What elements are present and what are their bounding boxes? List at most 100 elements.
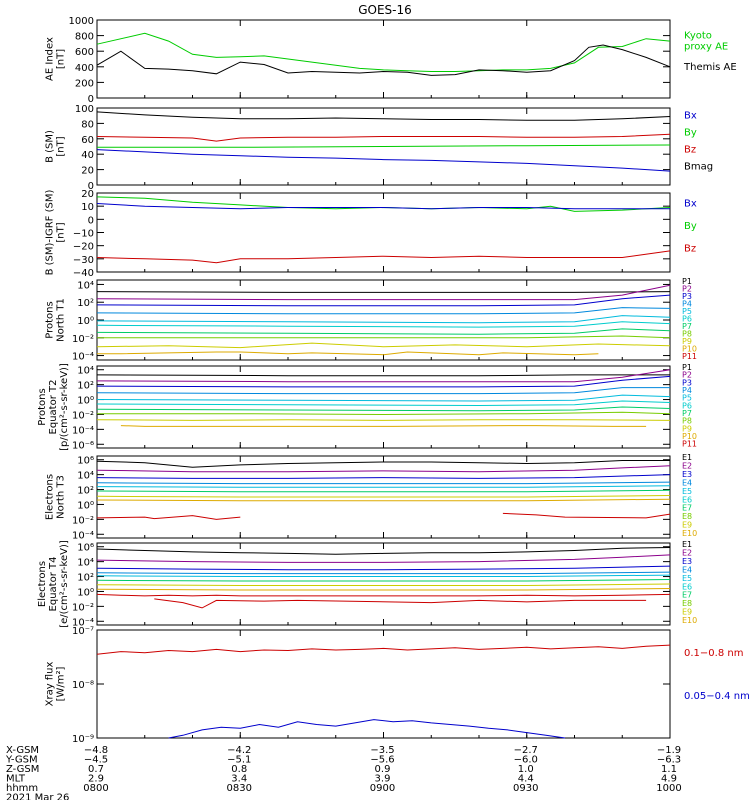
channel-label: E2 [682,548,692,557]
y-tick-label: 80 [81,119,94,130]
series-p3 [96,375,671,388]
channel-label: P2 [682,371,692,380]
channel-label: E7 [682,504,692,513]
channel-label: E6 [682,495,692,504]
legend-label: 0.05−0.4 nm [684,691,750,702]
y-axis-label: [W/m²] [56,666,67,701]
series-e6 [96,579,671,582]
channel-label: E10 [682,616,697,625]
y-tick-label: −40 [73,268,94,279]
y-tick-label: 10⁶ [77,543,94,554]
series-p2 [96,284,671,301]
series-e1 [96,547,671,555]
series-p1 [96,291,671,293]
ephemeris-value: 0.9 [375,764,391,775]
y-axis-label: Equator T2 [48,380,59,435]
ephemeris-value: 0.7 [88,764,104,775]
series-e7 [96,495,671,498]
channel-label: P6 [682,314,692,323]
panel-frame [96,542,671,626]
channel-label: P3 [682,378,692,387]
ephemeris-row-label: hhmm [6,783,38,794]
y-tick-label: 10² [77,298,94,309]
ephemeris-row-label: X-GSM [6,745,39,756]
channel-label: P10 [682,432,697,441]
channel-label: P4 [682,386,692,395]
panel-p2: 10⁻⁶ 10⁻⁴ 10⁻² 10⁰ 10² 10⁴ Protons Equator T2 [p… [37,363,697,451]
legend-label: Bx [684,199,697,210]
series-e2 [96,554,671,563]
y-axis-label: AE Index [45,37,56,81]
legend-label: Bz [684,144,696,155]
channel-label: P9 [682,424,692,433]
y-tick-label: 10⁶ [77,456,94,467]
series-bmag [96,111,671,121]
ephemeris-row-label: MLT [6,774,26,785]
channel-label: E6 [682,582,692,591]
ephemeris-value: 4.9 [661,774,677,785]
series-e8 [96,588,671,591]
ephemeris-value: 0930 [513,783,538,794]
series-e4 [96,481,671,485]
channel-label: E9 [682,521,692,530]
y-tick-label: 10⁻² [72,334,94,345]
series-kyoto-proxy-ae [96,32,671,72]
channel-label: P10 [682,344,697,353]
series-p5 [96,315,671,324]
channel-label: E4 [682,478,692,487]
y-tick-label: 10⁴ [77,471,94,482]
y-tick-label: 10⁻² [72,602,94,613]
channel-label: P11 [682,352,697,361]
y-axis-label: [nT] [56,136,67,156]
y-tick-label: 10⁴ [77,558,94,569]
y-tick-label: 60 [81,135,94,146]
channel-label: P1 [682,363,692,372]
ephemeris-value: 0.8 [231,764,247,775]
ephemeris-value: −4.8 [84,745,108,756]
y-axis-label: North T3 [56,475,67,519]
y-tick-label: 10⁻⁸ [72,680,94,691]
y-tick-label: 200 [75,78,94,89]
series-p8 [97,335,671,339]
series-e10 [154,598,647,609]
y-tick-label: 0 [88,94,94,105]
y-axis-label: [e/(cm²-s-sr-keV)] [59,540,70,628]
y-tick-label: 100 [75,104,94,115]
channel-label: E1 [682,540,692,549]
channel-label: P9 [682,337,692,346]
y-tick-label: 1000 [69,16,94,27]
y-tick-label: 20 [81,166,94,177]
channel-label: P6 [682,401,692,410]
y-tick-label: 10² [77,381,94,392]
y-axis-label: [p/(cm²-s-sr-keV)] [59,363,70,451]
channel-label: E1 [682,453,692,462]
y-tick-label: 10⁴ [77,366,94,377]
legend-label: Kyoto [684,31,712,42]
channel-label: E3 [682,470,692,479]
y-axis-label: [nT] [56,222,67,242]
ephemeris-value: 1.1 [661,764,677,775]
channel-label: P5 [682,307,692,316]
legend-label: Themis AE [683,62,737,73]
y-axis-label: Electrons [45,474,56,520]
y-tick-label: 0 [88,215,94,226]
legend-label: By [684,221,697,232]
series-bx [96,149,671,172]
ephemeris-value: −6.0 [514,755,538,766]
series-0-1-0-8-nm [96,644,671,655]
series-p9 [96,342,671,349]
y-tick-label: 0 [88,181,94,192]
series-e4 [96,571,671,575]
series-p7 [96,328,671,335]
ephemeris-value: −4.5 [84,755,108,766]
legend-label: Bmag [684,162,713,173]
date-label: 2021 Mar 26 [6,793,69,800]
y-tick-label: 10⁰ [77,500,94,511]
y-tick-label: 10² [77,573,94,584]
channel-label: P3 [682,292,692,301]
panel-frame [96,19,671,99]
channel-label: E4 [682,565,692,574]
y-tick-label: −30 [73,255,94,266]
ephemeris-value: −2.7 [514,745,538,756]
series-p1 [96,374,670,377]
